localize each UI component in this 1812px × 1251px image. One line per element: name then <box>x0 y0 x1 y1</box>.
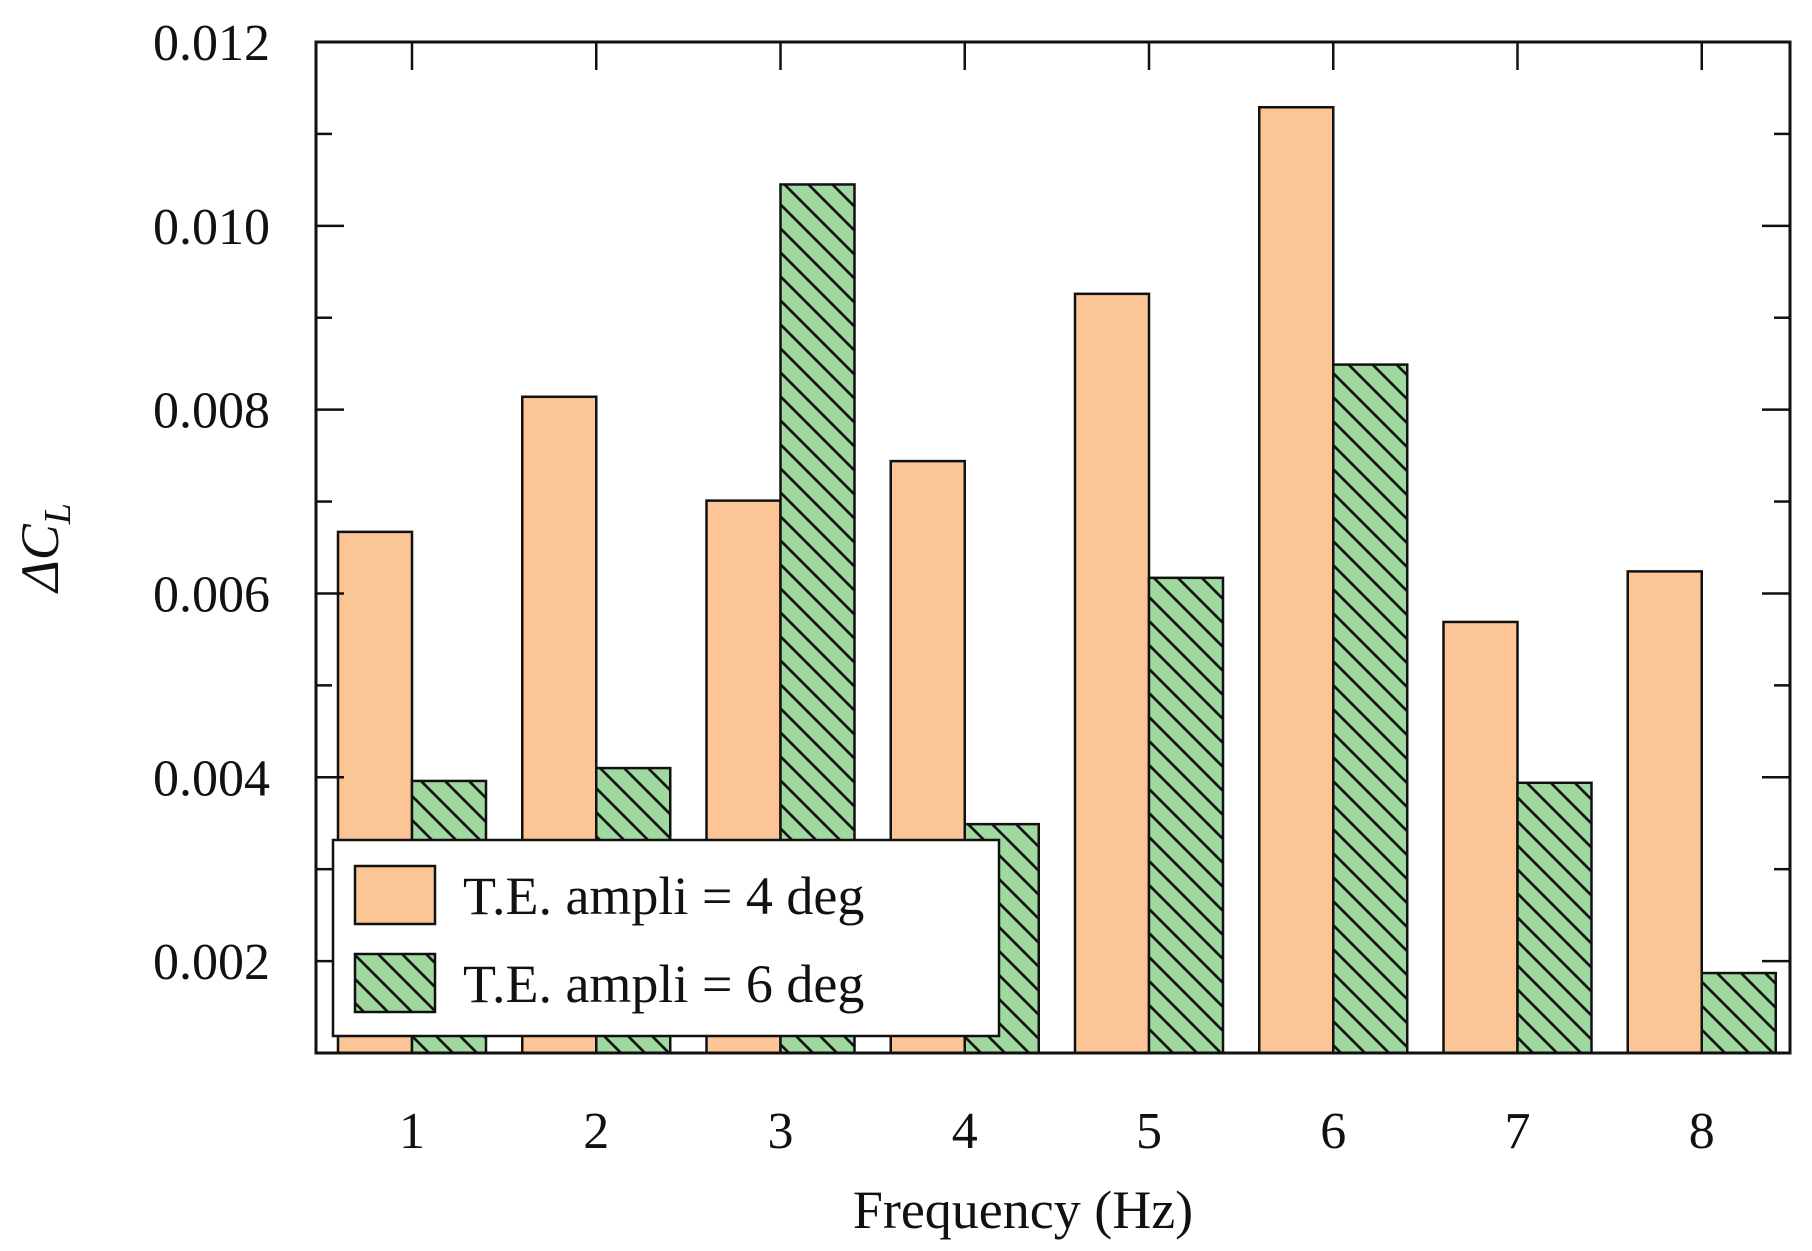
bar-series2-cat-5 <box>1147 576 1225 1055</box>
legend-box <box>331 838 1001 1038</box>
legend-label-series2: T.E. ampli = 6 deg <box>463 954 864 1014</box>
y-axis-label: ΔCL <box>10 503 79 594</box>
x-tick-label: 3 <box>768 1103 794 1160</box>
x-tick-label: 6 <box>1320 1103 1346 1160</box>
x-tick-label: 5 <box>1136 1103 1162 1160</box>
y-tick-label: 0.006 <box>153 566 270 623</box>
y-tick-label: 0.010 <box>153 199 270 256</box>
bar-series1-cat-6 <box>1258 106 1335 1055</box>
plot-frame <box>314 40 1792 1055</box>
legend-label-series1: T.E. ampli = 4 deg <box>463 866 864 926</box>
x-tick-label: 7 <box>1505 1103 1531 1160</box>
bar-series2-cat-7 <box>1516 781 1593 1055</box>
x-tick-label: 8 <box>1689 1103 1715 1160</box>
bar-series2-cat-6 <box>1332 363 1409 1055</box>
legend-swatch-series2 <box>353 952 437 1014</box>
y-tick-label: 0.002 <box>153 934 270 991</box>
bar-series1-cat-5 <box>1073 292 1151 1055</box>
axes-layer <box>314 40 1792 1055</box>
y-tick-label: 0.004 <box>153 750 270 807</box>
x-tick-label: 1 <box>399 1103 425 1160</box>
x-axis-label: Frequency (Hz) <box>853 1180 1193 1240</box>
bar-series2-cat-8 <box>1700 971 1777 1055</box>
legend-swatch-series1 <box>353 864 437 926</box>
bar-series1-cat-7 <box>1442 620 1519 1055</box>
labels-layer: 0.002 0.004 0.006 0.008 0.010 0.012 1 2 3 4 5 6 7 8 Fr… <box>10 15 1715 1240</box>
legend: T.E. ampli = 4 deg T.E. ampli = 6 deg <box>331 838 1001 1038</box>
y-axis-label-subscript: L <box>37 503 79 525</box>
x-tick-label: 2 <box>583 1103 609 1160</box>
bar-series1-cat-8 <box>1626 570 1703 1055</box>
y-tick-label: 0.008 <box>153 383 270 440</box>
x-tick-label: 4 <box>952 1103 978 1160</box>
y-axis-label-symbol: ΔC <box>10 523 70 594</box>
y-tick-label: 0.012 <box>153 15 270 72</box>
